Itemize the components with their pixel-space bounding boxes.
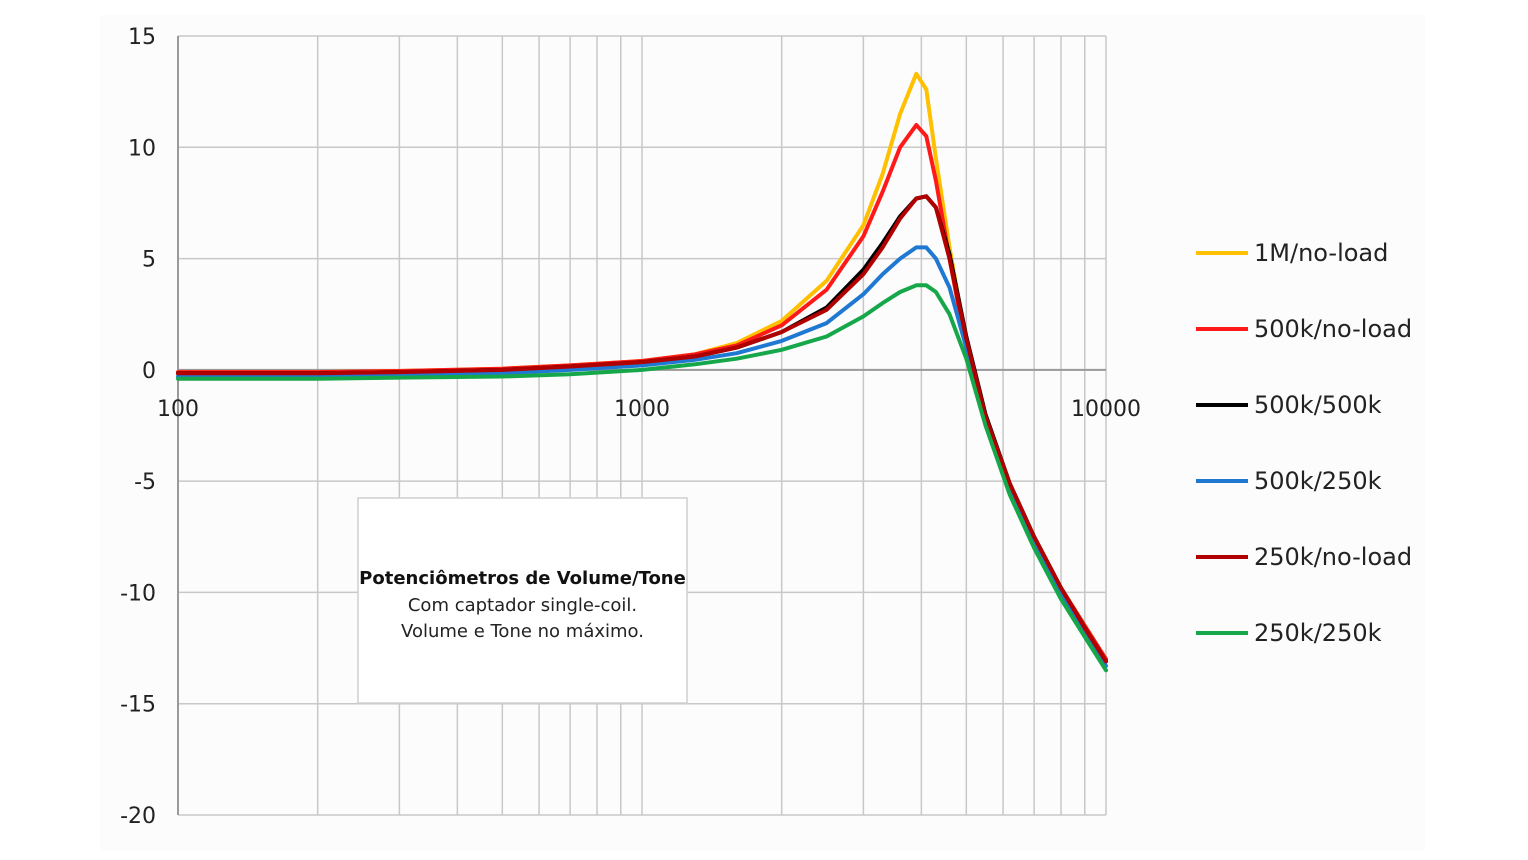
y-tick-label: 5	[142, 248, 156, 273]
series-line-250k-no-load	[176, 194, 1108, 664]
legend-entry: 500k/500k	[1254, 391, 1382, 419]
annotation-title: Potenciômetros de Volume/Tone	[359, 568, 686, 589]
legend-entry: 500k/250k	[1254, 467, 1382, 495]
chart-background	[100, 15, 1425, 850]
annotation-line: Com captador single-coil.	[408, 595, 637, 616]
annotation-box: Potenciômetros de Volume/Tone Com captado…	[357, 497, 688, 704]
y-tick-label: -10	[120, 581, 156, 606]
legend: 1M/no-load 500k/no-load 500k/500k 500k/250k…	[1196, 239, 1412, 647]
y-tick-label: -20	[120, 804, 156, 829]
x-tick-label: 100	[157, 397, 199, 422]
y-tick-label: 10	[128, 136, 156, 161]
legend-entry: 500k/no-load	[1254, 315, 1412, 343]
x-tick-label: 10000	[1071, 397, 1141, 422]
legend-entry: 1M/no-load	[1254, 239, 1388, 267]
annotation-line: Volume e Tone no máximo.	[401, 621, 644, 642]
y-tick-label: -15	[120, 693, 156, 718]
annotation-box-frame	[357, 497, 688, 704]
legend-entry: 250k/no-load	[1254, 543, 1412, 571]
axes: 15 10 5 0 -5 -10 -15 -20 100 1000 10000	[120, 25, 1141, 829]
series-lines	[176, 71, 1108, 673]
x-tick-label: 1000	[614, 397, 670, 422]
y-tick-label: 15	[128, 25, 156, 50]
legend-entry: 250k/250k	[1254, 619, 1382, 647]
y-tick-label: -5	[134, 470, 156, 495]
y-tick-label: 0	[142, 359, 156, 384]
series-line-250k-250k	[176, 283, 1108, 673]
